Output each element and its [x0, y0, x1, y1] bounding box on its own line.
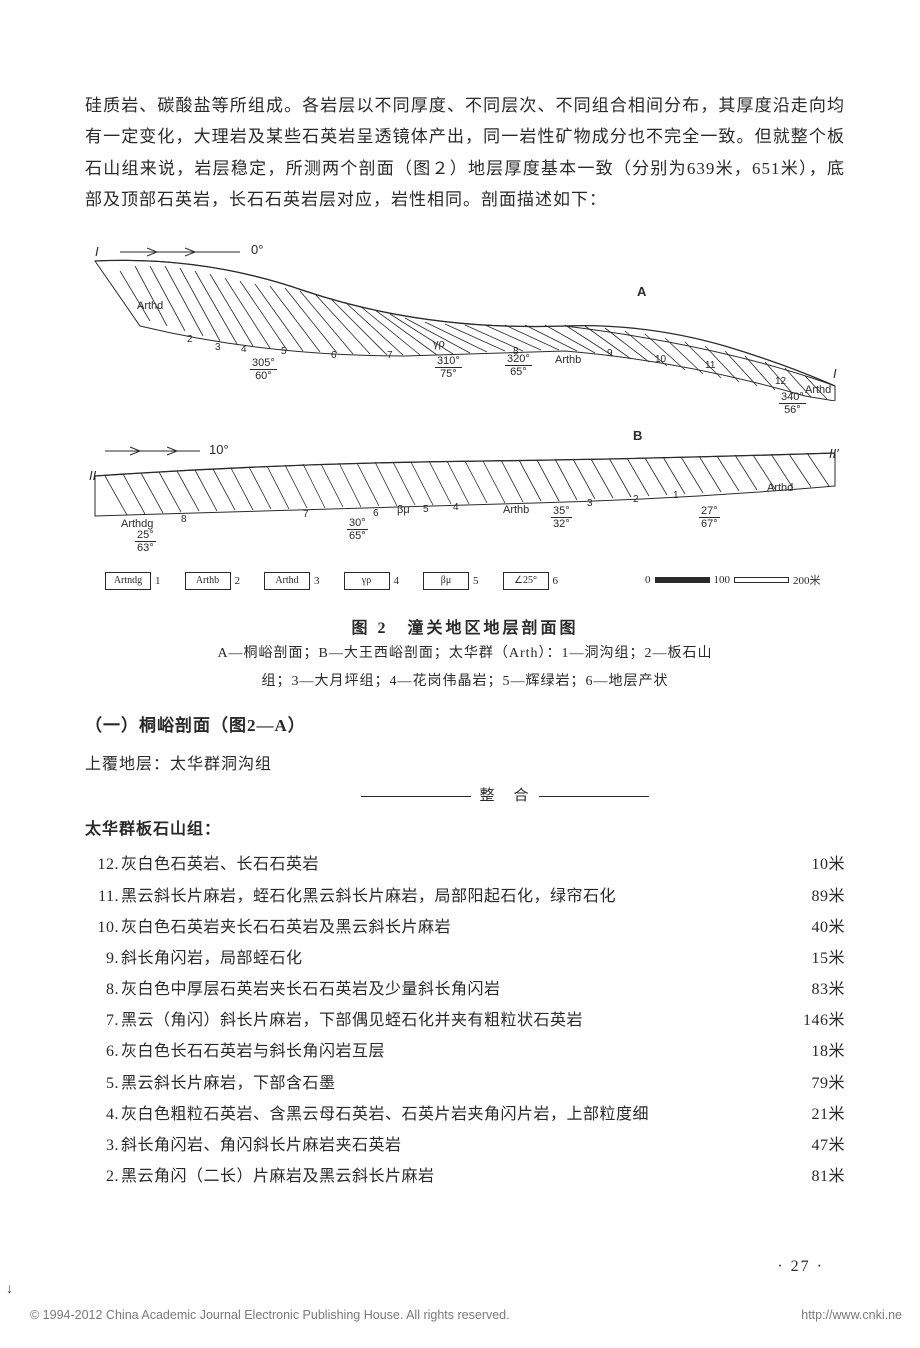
section-a-label-A: A — [637, 284, 646, 299]
stratum-8: 8.灰白色中厚层石英岩夹长石石英岩及少量斜长角闪岩83米 — [85, 974, 845, 1005]
section-a-right-label: I — [833, 366, 837, 381]
section-a-gamma: γρ — [433, 338, 445, 350]
stratum-9: 9.斜长角闪岩，局部蛭石化15米 — [85, 943, 845, 974]
footer-corner-mark: ↓ — [6, 1282, 13, 1298]
overlying-stratum: 上覆地层：太华群洞沟组 — [85, 750, 845, 774]
unit-b4: 4 — [453, 502, 459, 513]
figure-subcaption-1: A—桐峪剖面；B—大王西峪剖面；太华群（Arth）：1—洞沟组；2—板石山 — [85, 642, 845, 666]
section-b-arthd-right: Arthd — [767, 482, 793, 494]
section-b-label-B: B — [633, 428, 642, 443]
body-paragraph: 硅质岩、碳酸盐等所组成。各岩层以不同厚度、不同层次、不同组合相间分布，其厚度沿走… — [85, 90, 845, 216]
figure-subcaption-2: 组；3—大月坪组；4—花岗伟晶岩；5—辉绿岩；6—地层产状 — [85, 670, 845, 694]
section-b-angle: 10° — [209, 442, 229, 457]
unit-7: 7 — [387, 350, 393, 361]
unit-5: 5 — [281, 346, 287, 357]
unit-b8: 8 — [181, 514, 187, 525]
section-a-left-label: I — [95, 244, 99, 259]
conformity-divider: 整 合 — [125, 784, 885, 805]
legend-item-4: γρ4 — [344, 572, 400, 590]
unit-4: 4 — [241, 344, 247, 355]
page-number: · 27 · — [777, 1258, 824, 1276]
footer-copyright: © 1994-2012 China Academic Journal Elect… — [30, 1308, 510, 1322]
section-b-arthb: Arthb — [503, 504, 529, 516]
section-a-arthd-left: Arthd — [137, 300, 163, 312]
section-a-arthd-right: Arthd — [805, 384, 831, 396]
unit-2: 2 — [187, 334, 193, 345]
section-a-angle: 0° — [251, 242, 263, 257]
stratum-12: 12.灰白色石英岩、长石石英岩10米 — [85, 849, 845, 880]
unit-b5: 5 — [423, 504, 429, 515]
section-heading: （一）桐峪剖面（图2—A） — [85, 711, 845, 736]
cross-section-diagram: I 0° A I Arthd Arthb Arthd γρ 2 3 4 5 6 … — [85, 236, 845, 606]
unit-b6: 6 — [373, 508, 379, 519]
scale-bar: 0 100 200米 — [645, 572, 821, 588]
copyright-footer: © 1994-2012 China Academic Journal Elect… — [30, 1308, 902, 1322]
unit-9: 9 — [607, 348, 613, 359]
unit-3: 3 — [215, 342, 221, 353]
legend-item-2: Arthb2 — [185, 572, 241, 590]
stratum-2: 2.黑云角闪（二长）片麻岩及黑云斜长片麻岩81米 — [85, 1161, 845, 1192]
unit-b3: 3 — [587, 498, 593, 509]
section-b-left-label: II — [89, 468, 96, 483]
attitude-a4: 340°56° — [779, 392, 806, 416]
section-a-arthb: Arthb — [555, 354, 581, 366]
attitude-a1: 305°60° — [250, 358, 277, 382]
attitude-b2: 30°65° — [347, 518, 368, 542]
section-b-beta: βμ — [397, 504, 410, 516]
legend-item-6: ∠25°6 — [503, 572, 559, 590]
section-b-right-label: II′ — [829, 446, 839, 461]
stratum-6: 6.灰白色长石石英岩与斜长角闪岩互层18米 — [85, 1036, 845, 1067]
unit-b1: 1 — [673, 490, 679, 501]
attitude-a3: 320°65° — [505, 354, 532, 378]
stratum-4: 4.灰白色粗粒石英岩、含黑云母石英岩、石英片岩夹角闪片岩，上部粒度细21米 — [85, 1099, 845, 1130]
stratum-10: 10.灰白色石英岩夹长石石英岩及黑云斜长片麻岩40米 — [85, 912, 845, 943]
figure-legend: Artndg1 Arthb2 Arthd3 γρ4 βμ5 ∠25°6 — [105, 572, 558, 590]
unit-10: 10 — [655, 354, 666, 365]
figure-2: I 0° A I Arthd Arthb Arthd γρ 2 3 4 5 6 … — [85, 236, 845, 694]
stratum-7: 7.黑云（角闪）斜长片麻岩，下部偶见蛭石化并夹有粗粒状石英岩146米 — [85, 1005, 845, 1036]
section-b-svg — [85, 431, 845, 551]
legend-item-1: Artndg1 — [105, 572, 161, 590]
unit-b7: 7 — [303, 509, 309, 520]
attitude-b1: 25°63° — [135, 530, 156, 554]
attitude-b4: 27°67° — [699, 506, 720, 530]
stratum-3: 3.斜长角闪岩、角闪斜长片麻岩夹石英岩47米 — [85, 1130, 845, 1161]
unit-11: 11 — [705, 360, 715, 371]
unit-12: 12 — [775, 376, 786, 387]
footer-url: http://www.cnki.ne — [801, 1308, 902, 1322]
figure-caption: 图 2 潼关地区地层剖面图 — [85, 614, 845, 638]
unit-6: 6 — [331, 350, 337, 361]
stratum-5: 5.黑云斜长片麻岩，下部含石墨79米 — [85, 1068, 845, 1099]
section-a-svg — [85, 236, 845, 401]
legend-item-3: Arthd3 — [264, 572, 320, 590]
stratum-11: 11.黑云斜长片麻岩，蛭石化黑云斜长片麻岩，局部阳起石化，绿帘石化89米 — [85, 881, 845, 912]
section-b-arthdg: Arthdg — [121, 518, 153, 530]
unit-b2: 2 — [633, 494, 639, 505]
attitude-a2: 310°75° — [435, 356, 462, 380]
legend-item-5: βμ5 — [423, 572, 479, 590]
strata-list: 12.灰白色石英岩、长石石英岩10米 11.黑云斜长片麻岩，蛭石化黑云斜长片麻岩… — [85, 849, 845, 1192]
attitude-b3: 35°32° — [551, 506, 572, 530]
group-heading: 太华群板石山组： — [85, 815, 845, 839]
